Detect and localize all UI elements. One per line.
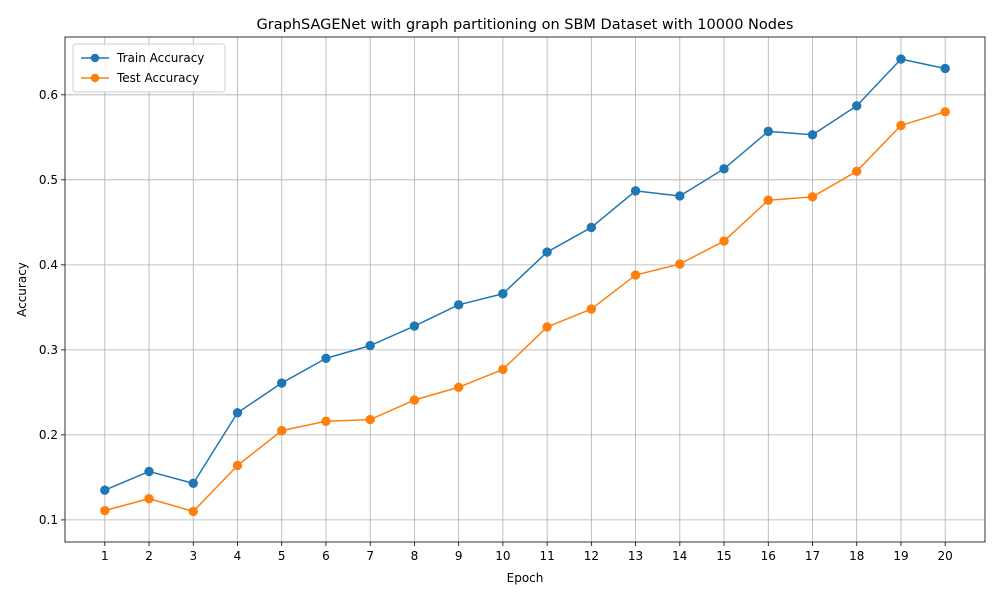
y-tick-label: 0.4: [39, 258, 58, 272]
legend-box: [72, 43, 226, 93]
data-point: [719, 236, 729, 246]
legend-item: Test Accuracy: [81, 71, 199, 85]
data-point: [498, 364, 508, 375]
data-point: [321, 416, 331, 426]
x-tick-label: 16: [761, 549, 776, 563]
data-point: [675, 259, 685, 269]
x-tick-label: 7: [366, 549, 374, 563]
data-point: [586, 222, 597, 233]
series-layer: [100, 54, 950, 517]
data-point: [719, 164, 729, 174]
data-point: [321, 353, 331, 364]
x-tick-label: 18: [849, 549, 864, 563]
legend-label: Test Accuracy: [116, 71, 199, 85]
x-tick-label: 6: [322, 549, 330, 563]
plot-frame: [64, 36, 986, 543]
legend-label: Train Accuracy: [116, 51, 204, 65]
y-tick-label: 0.2: [39, 428, 58, 442]
x-tick-label: 12: [584, 549, 599, 563]
data-point: [896, 120, 906, 131]
x-tick-label: 19: [893, 549, 908, 563]
data-point: [940, 107, 950, 117]
data-point: [409, 395, 420, 405]
data-point: [144, 466, 154, 477]
data-point: [586, 304, 597, 314]
data-point: [100, 505, 110, 516]
data-point: [630, 270, 641, 280]
data-point: [542, 247, 552, 257]
x-axis-ticks: 1 2 3 4 5 6 7 8 9 10 11 12 13 14 15 16 17 18 19 20: [101, 542, 953, 563]
data-point: [630, 186, 641, 196]
data-point: [675, 191, 685, 201]
x-tick-label: 3: [189, 549, 197, 563]
legend-marker: [90, 53, 100, 63]
data-point: [852, 166, 862, 177]
data-point: [852, 101, 862, 111]
data-point: [144, 493, 154, 504]
x-axis-label: Epoch: [507, 571, 544, 585]
x-tick-label: 15: [716, 549, 731, 563]
data-point: [277, 378, 287, 388]
series-line: [104, 58, 946, 491]
data-point: [188, 506, 198, 517]
x-tick-label: 11: [539, 549, 554, 563]
legend: Train Accuracy Test Accuracy: [72, 43, 226, 93]
x-tick-label: 17: [805, 549, 820, 563]
x-tick-label: 10: [495, 549, 510, 563]
data-point: [763, 126, 773, 137]
chart-title: GraphSAGENet with graph partitioning on …: [257, 17, 794, 33]
data-point: [807, 130, 818, 140]
series-2: [100, 107, 950, 517]
x-tick-label: 1: [101, 549, 109, 563]
x-tick-label: 2: [145, 549, 153, 563]
data-point: [453, 300, 464, 310]
data-point: [365, 340, 375, 351]
legend-marker: [90, 73, 100, 83]
series-line: [104, 111, 946, 513]
data-point: [807, 192, 818, 202]
data-point: [188, 478, 198, 489]
data-point: [365, 414, 375, 425]
data-point: [896, 54, 906, 64]
x-tick-label: 4: [234, 549, 242, 563]
data-point: [100, 485, 110, 495]
x-tick-label: 9: [455, 549, 463, 563]
data-point: [542, 322, 552, 332]
y-axis-ticks: 0.1 0.2 0.3 0.4 0.5 0.6: [39, 88, 65, 527]
data-point: [940, 63, 950, 74]
data-point: [498, 289, 508, 299]
x-tick-label: 14: [672, 549, 687, 563]
x-tick-label: 5: [278, 549, 286, 563]
y-tick-label: 0.5: [39, 173, 58, 187]
legend-item: Train Accuracy: [81, 51, 204, 65]
y-axis-label: Accuracy: [15, 262, 29, 317]
y-tick-label: 0.1: [39, 513, 58, 527]
data-point: [763, 195, 773, 205]
data-point: [453, 382, 464, 392]
x-tick-label: 20: [938, 549, 953, 563]
x-tick-label: 13: [628, 549, 643, 563]
data-point: [277, 425, 287, 436]
data-point: [409, 321, 420, 331]
data-point: [232, 408, 243, 418]
y-tick-label: 0.3: [39, 343, 58, 357]
series-1: [100, 54, 950, 495]
y-tick-label: 0.6: [39, 88, 58, 102]
x-tick-label: 8: [411, 549, 419, 563]
data-point: [232, 460, 243, 471]
